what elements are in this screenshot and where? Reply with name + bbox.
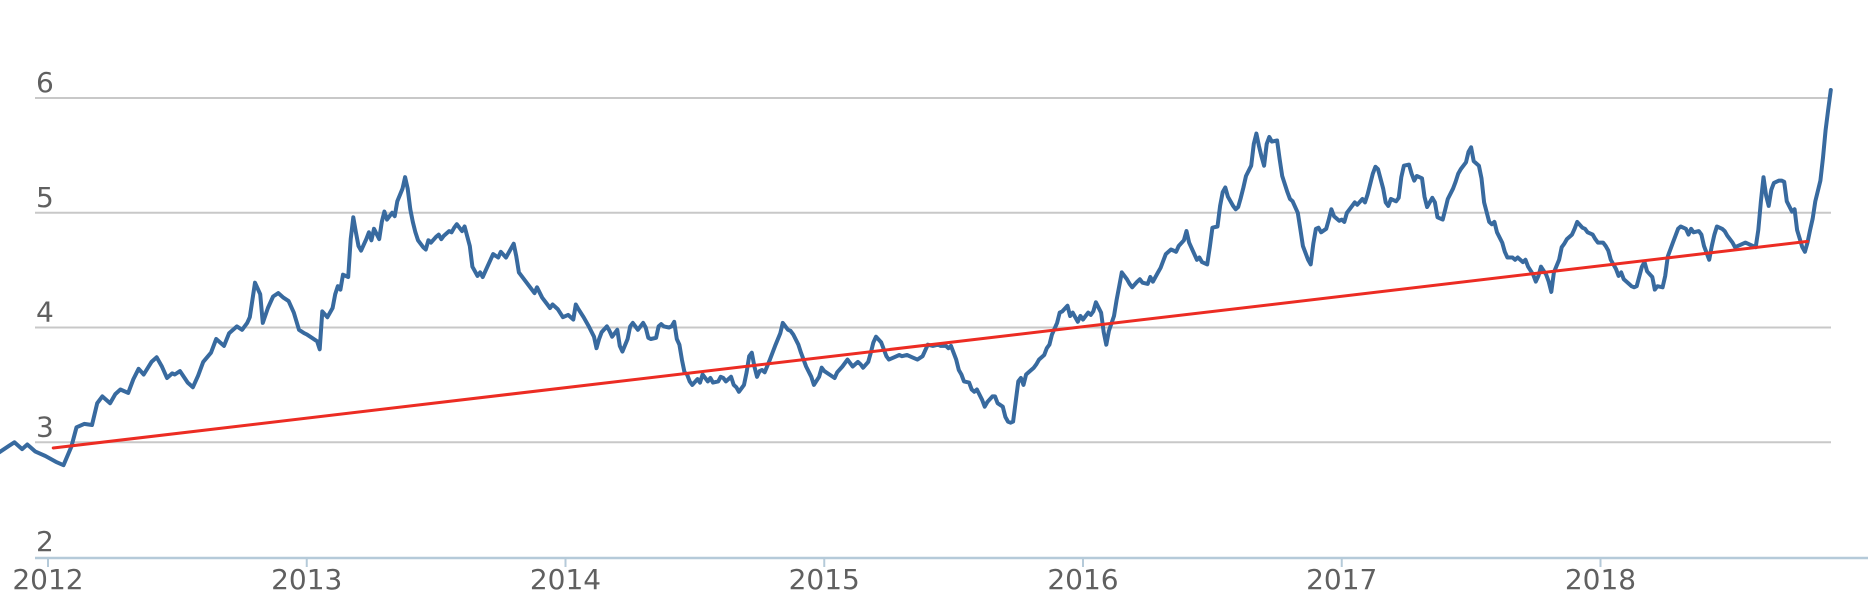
x-tick-label: 2013 — [271, 563, 342, 596]
x-tick-label: 2017 — [1306, 563, 1377, 596]
y-tick-label: 5 — [36, 181, 54, 214]
x-tick-label: 2016 — [1047, 563, 1118, 596]
trend-line — [51, 239, 1809, 450]
x-tick-label: 2012 — [12, 563, 83, 596]
x-tick-label: 2015 — [789, 563, 860, 596]
x-tick-label: 2018 — [1565, 563, 1636, 596]
y-tick-label: 2 — [36, 525, 54, 558]
y-tick-label: 3 — [36, 410, 54, 443]
y-tick-label: 6 — [36, 66, 54, 99]
y-tick-label: 4 — [36, 296, 54, 329]
x-tick-label: 2014 — [530, 563, 601, 596]
price-line — [0, 88, 1833, 468]
